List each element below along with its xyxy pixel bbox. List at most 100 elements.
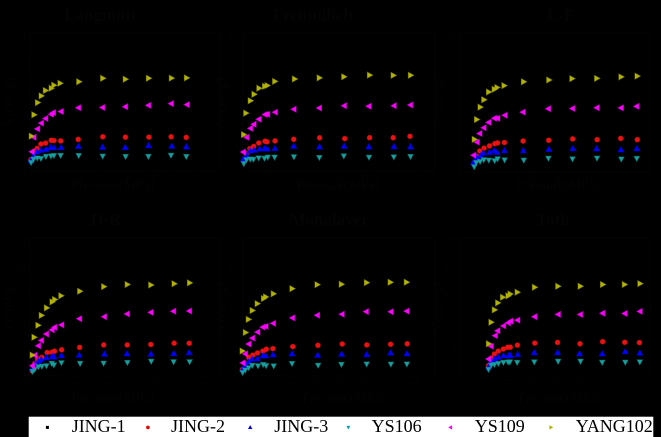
svg-text:JING-3: JING-3 (274, 416, 328, 436)
svg-text:8: 8 (555, 171, 561, 185)
svg-text:2: 2 (52, 170, 58, 184)
svg-text:4: 4 (233, 342, 239, 356)
svg-text:Pressure(MPa): Pressure(MPa) (71, 391, 155, 406)
svg-text:14: 14 (408, 170, 420, 184)
svg-text:L-F: L-F (547, 6, 574, 25)
svg-text:12: 12 (14, 288, 26, 302)
svg-text:8: 8 (450, 315, 456, 329)
svg-text:12: 12 (600, 171, 612, 185)
svg-text:10: 10 (359, 170, 371, 184)
svg-text:4: 4 (20, 342, 26, 356)
svg-text:Freundlich: Freundlich (273, 6, 354, 25)
svg-text:4: 4 (233, 137, 239, 151)
svg-text:20: 20 (444, 234, 456, 248)
svg-text:0: 0 (233, 369, 239, 383)
svg-text:0: 0 (457, 375, 463, 389)
svg-text:Langmuir: Langmuir (64, 6, 138, 25)
svg-text:20: 20 (227, 234, 239, 248)
svg-text:4: 4 (506, 375, 512, 389)
svg-text:20: 20 (14, 234, 26, 248)
svg-text:4: 4 (450, 342, 456, 356)
svg-text:14: 14 (195, 375, 207, 389)
svg-text:V(cm³/g): V(cm³/g) (430, 283, 445, 331)
svg-text:16: 16 (444, 57, 456, 71)
svg-text:12: 12 (444, 84, 456, 98)
svg-text:4: 4 (506, 171, 512, 185)
svg-text:V(cm³/g): V(cm³/g) (0, 283, 15, 331)
svg-text:0: 0 (457, 171, 463, 185)
svg-text:6: 6 (100, 375, 106, 389)
svg-text:6: 6 (100, 170, 106, 184)
svg-text:12: 12 (170, 375, 182, 389)
svg-text:8: 8 (338, 170, 344, 184)
svg-text:14: 14 (195, 170, 207, 184)
svg-text:0: 0 (240, 375, 246, 389)
svg-text:0: 0 (450, 369, 456, 383)
svg-text:YS109: YS109 (475, 416, 525, 436)
svg-text:8: 8 (20, 110, 26, 124)
svg-text:12: 12 (170, 170, 182, 184)
svg-text:20: 20 (444, 30, 456, 44)
svg-text:0: 0 (27, 375, 33, 389)
svg-text:0: 0 (240, 170, 246, 184)
svg-text:10: 10 (146, 375, 158, 389)
svg-text:0: 0 (27, 170, 33, 184)
svg-text:2: 2 (52, 375, 58, 389)
svg-text:12: 12 (383, 375, 395, 389)
svg-text:V(cm³/g): V(cm³/g) (213, 78, 228, 126)
svg-text:8: 8 (450, 111, 456, 125)
svg-text:JING-2: JING-2 (171, 416, 225, 436)
svg-text:0: 0 (20, 369, 26, 383)
svg-text:4: 4 (76, 170, 82, 184)
svg-text:6: 6 (313, 170, 319, 184)
svg-text:20: 20 (14, 29, 26, 43)
svg-text:8: 8 (338, 375, 344, 389)
svg-text:Monolayer: Monolayer (289, 210, 369, 229)
svg-text:V(cm³/g): V(cm³/g) (0, 78, 15, 126)
svg-text:12: 12 (227, 288, 239, 302)
svg-text:4: 4 (450, 138, 456, 152)
svg-text:0: 0 (20, 164, 26, 178)
svg-text:8: 8 (555, 375, 561, 389)
svg-text:Pressure(MPa): Pressure(MPa) (518, 391, 602, 406)
svg-text:JING-1: JING-1 (72, 416, 126, 436)
svg-text:D-R: D-R (91, 210, 122, 229)
svg-text:6: 6 (530, 375, 536, 389)
svg-text:10: 10 (576, 171, 588, 185)
svg-text:14: 14 (408, 375, 420, 389)
svg-text:0: 0 (233, 164, 239, 178)
svg-text:12: 12 (14, 83, 26, 97)
svg-text:16: 16 (14, 261, 26, 275)
svg-text:8: 8 (233, 110, 239, 124)
svg-text:12: 12 (600, 375, 612, 389)
svg-text:Pressure(MPa): Pressure(MPa) (296, 178, 380, 193)
svg-text:10: 10 (146, 170, 158, 184)
svg-text:2: 2 (482, 375, 488, 389)
svg-text:12: 12 (444, 288, 456, 302)
svg-text:16: 16 (227, 261, 239, 275)
svg-text:8: 8 (125, 375, 131, 389)
svg-text:4: 4 (289, 170, 295, 184)
svg-text:V(cm³/g): V(cm³/g) (213, 283, 228, 331)
svg-text:0: 0 (450, 165, 456, 179)
svg-text:14: 14 (625, 171, 637, 185)
svg-text:14: 14 (625, 375, 637, 389)
svg-text:16: 16 (444, 261, 456, 275)
svg-text:16: 16 (14, 56, 26, 70)
svg-text:8: 8 (125, 170, 131, 184)
svg-text:Pressure(MPa): Pressure(MPa) (302, 391, 386, 406)
svg-text:4: 4 (76, 375, 82, 389)
svg-text:8: 8 (233, 315, 239, 329)
svg-text:Toth: Toth (536, 210, 570, 229)
svg-text:10: 10 (359, 375, 371, 389)
svg-text:20: 20 (227, 29, 239, 43)
svg-text:Pressure(MPa): Pressure(MPa) (516, 178, 600, 193)
svg-text:4: 4 (289, 375, 295, 389)
svg-text:YS106: YS106 (372, 416, 422, 436)
svg-text:2: 2 (265, 375, 271, 389)
svg-text:YANG102: YANG102 (576, 416, 653, 436)
svg-text:16: 16 (227, 56, 239, 70)
svg-text:4: 4 (20, 137, 26, 151)
svg-text:Pressure(MPa): Pressure(MPa) (71, 178, 155, 193)
svg-text:12: 12 (383, 170, 395, 184)
